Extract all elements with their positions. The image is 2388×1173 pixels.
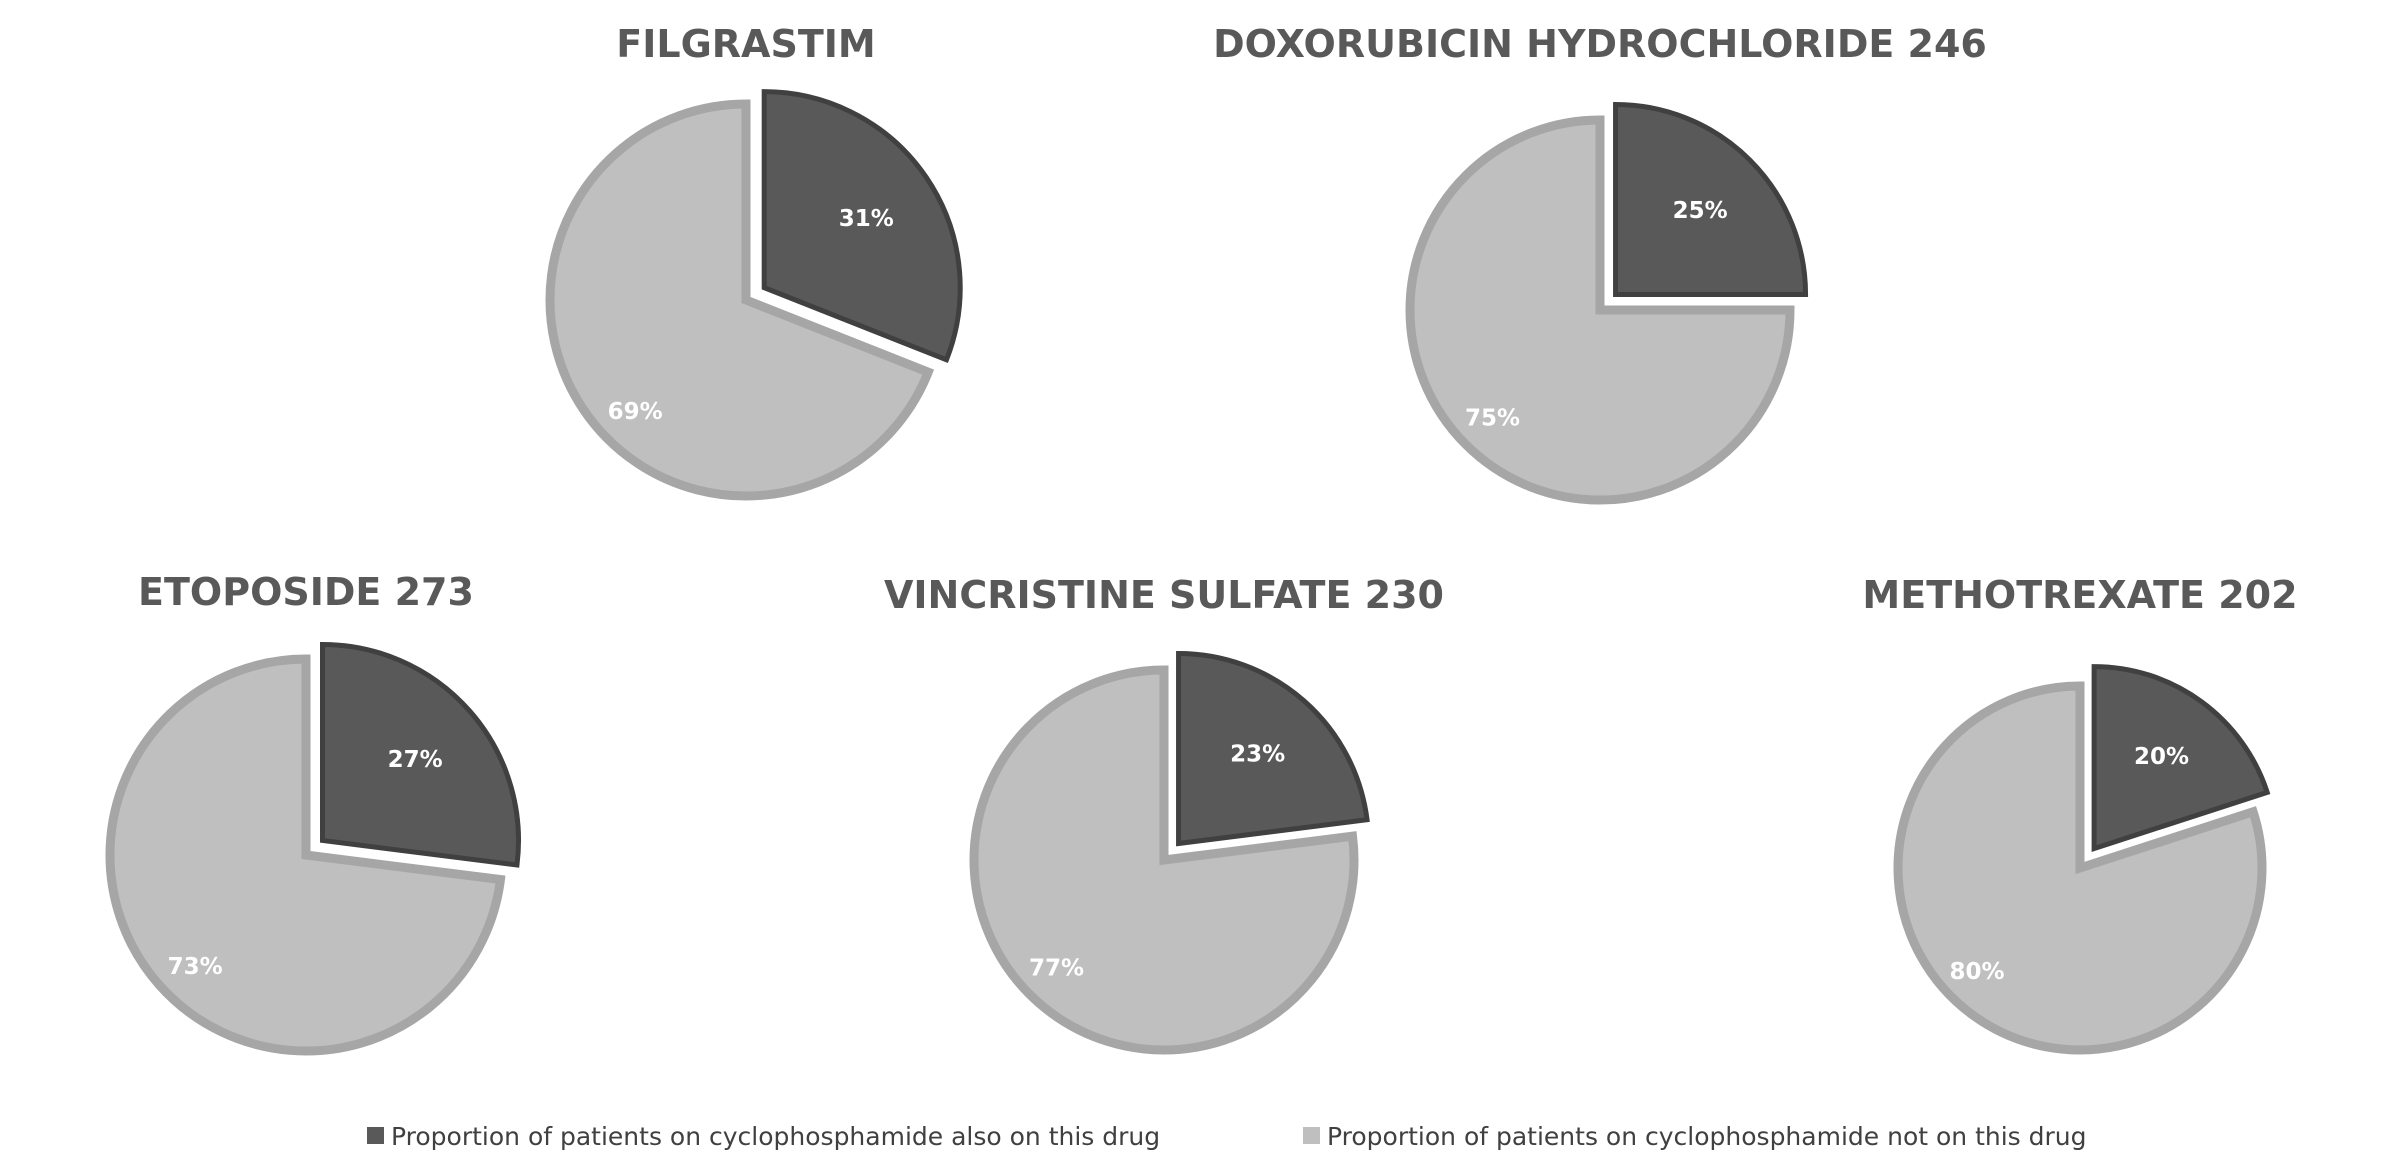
chart-title: DOXORUBICIN HYDROCHLORIDE 246 [1213,22,1987,66]
slice-label-not: 75% [1465,405,1520,431]
chart-title: ETOPOSIDE 273 [138,570,474,614]
pie-chart: VINCRISTINE SULFATE 230 23% 77% [884,573,1444,1055]
legend-swatch [1303,1127,1320,1144]
legend-label: Proportion of patients on cyclophosphami… [391,1122,1160,1151]
pie-chart: FILGRASTIM 31% 69% [545,22,963,501]
slice-label-also: 25% [1673,198,1728,224]
legend-item: Proportion of patients on cyclophosphami… [1303,1122,2087,1151]
legend-swatch [367,1127,384,1144]
pie-chart: METHOTREXATE 202 20% 80% [1862,573,2298,1055]
pie-chart: DOXORUBICIN HYDROCHLORIDE 246 25% 75% [1213,22,1987,505]
legend-label: Proportion of patients on cyclophosphami… [1327,1122,2087,1151]
pie-chart: ETOPOSIDE 273 27% 73% [105,570,521,1056]
slice-label-also: 31% [839,206,894,232]
chart-title: VINCRISTINE SULFATE 230 [884,573,1444,617]
legend-item: Proportion of patients on cyclophosphami… [367,1122,1160,1151]
pie-slice-not-on-drug [545,99,935,501]
pie-slice-also-on-drug [1176,650,1370,847]
pie-slice-not-on-drug [1893,681,2267,1055]
legend: Proportion of patients on cyclophosphami… [367,1122,2087,1151]
pie-slice-not-on-drug [105,654,506,1056]
slice-label-also: 23% [1230,742,1285,768]
slice-label-not: 80% [1950,959,2005,985]
slice-label-also: 20% [2134,744,2189,770]
slice-label-not: 73% [168,954,223,980]
pie-slice-not-on-drug [969,665,1359,1055]
slice-label-not: 69% [608,399,663,425]
pie-slice-also-on-drug [1613,101,1809,297]
pie-slice-not-on-drug [1405,115,1795,505]
pie-slice-also-on-drug [2091,664,2271,853]
slice-label-also: 27% [388,747,443,773]
pie-slice-also-on-drug [320,641,521,868]
chart-title: FILGRASTIM [616,22,875,66]
pie-slice-also-on-drug [761,89,963,364]
chart-title: METHOTREXATE 202 [1862,573,2297,617]
slice-label-not: 77% [1029,955,1084,981]
pie-charts-group: FILGRASTIM 31% 69% DOXORUBICIN HYDROCHLORID… [105,22,2298,1056]
